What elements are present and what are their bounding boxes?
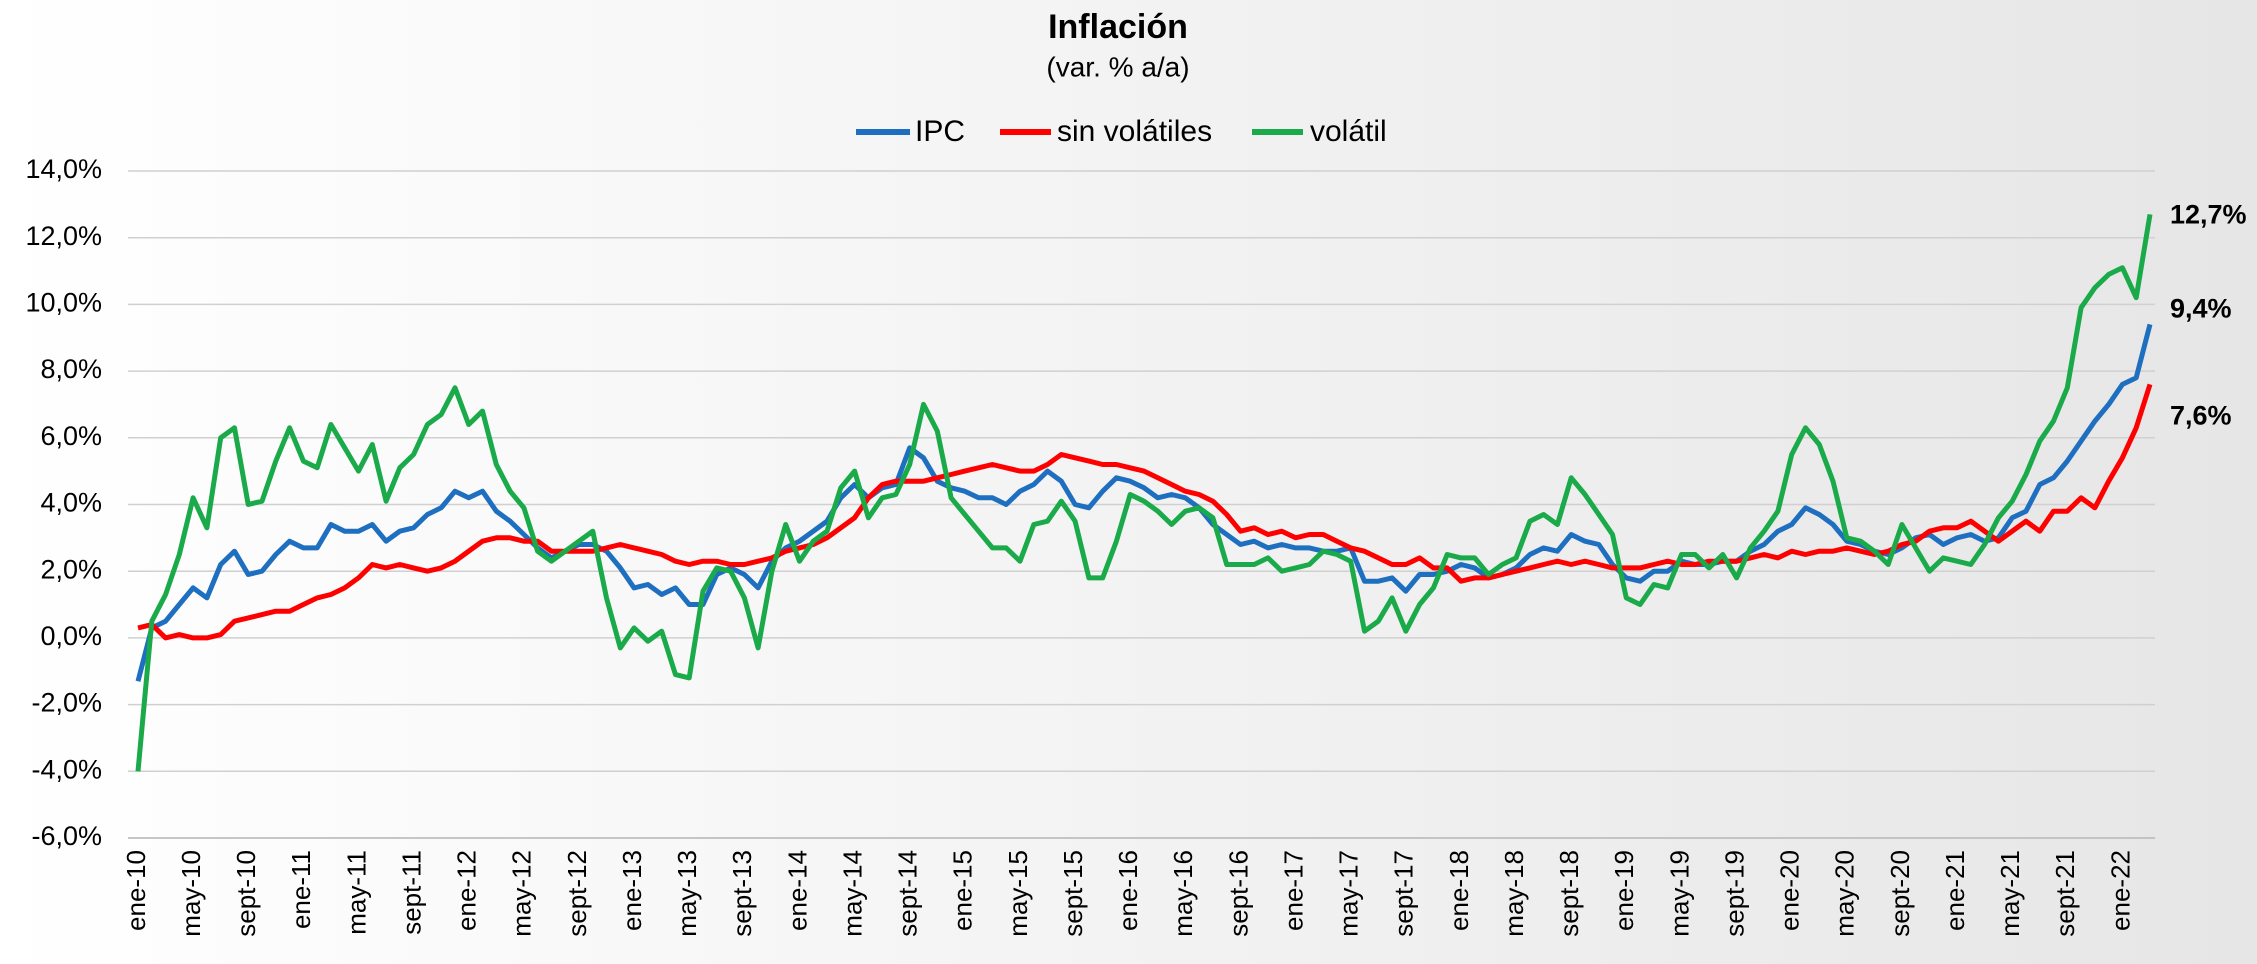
- y-tick-label: 12,0%: [25, 221, 102, 251]
- y-tick-label: 4,0%: [40, 488, 102, 518]
- y-tick-label: 6,0%: [40, 421, 102, 451]
- chart-title: Inflación: [1048, 8, 1188, 46]
- x-tick-label: may-13: [672, 850, 702, 937]
- y-tick-label: -2,0%: [31, 688, 102, 718]
- x-tick-label: may-11: [341, 850, 371, 935]
- x-tick-label: ene-14: [782, 850, 812, 931]
- x-tick-label: sept-11: [396, 850, 426, 935]
- x-tick-label: may-12: [507, 850, 537, 937]
- x-tick-label: may-17: [1334, 850, 1364, 937]
- y-tick-label: 0,0%: [40, 621, 102, 651]
- data-label: 7,6%: [2170, 401, 2232, 431]
- x-tick-label: may-10: [176, 850, 206, 937]
- x-tick-label: ene-13: [617, 850, 647, 931]
- x-tick-label: ene-11: [286, 850, 316, 929]
- x-tick-label: ene-12: [452, 850, 482, 931]
- legend-label: sin volátiles: [1057, 115, 1212, 148]
- x-tick-label: sept-13: [727, 850, 757, 937]
- x-tick-label: ene-17: [1278, 850, 1308, 931]
- x-tick-label: may-20: [1830, 850, 1860, 937]
- x-tick-label: sept-19: [1719, 850, 1749, 937]
- y-tick-label: -4,0%: [31, 754, 102, 784]
- x-tick-label: sept-12: [562, 850, 592, 937]
- legend-label: IPC: [915, 115, 965, 148]
- chart: Inflación (var. % a/a) -6,0% -4,0% -2,0% 0,…: [0, 0, 2257, 964]
- x-tick-label: ene-15: [948, 850, 978, 931]
- y-tick-label: 10,0%: [25, 288, 102, 318]
- y-tick-label: 8,0%: [40, 354, 102, 384]
- x-tick-label: ene-21: [1940, 850, 1970, 931]
- x-tick-label: sept-21: [2050, 850, 2080, 937]
- x-tick-label: sept-10: [231, 850, 261, 937]
- x-tick-label: may-21: [1995, 850, 2025, 937]
- y-tick-label: 14,0%: [25, 154, 102, 184]
- legend-label: volátil: [1310, 115, 1387, 148]
- x-tick-label: sept-20: [1885, 850, 1915, 937]
- x-tick-label: may-15: [1003, 850, 1033, 937]
- x-tick-label: sept-18: [1554, 850, 1584, 937]
- data-label: 9,4%: [2170, 294, 2232, 324]
- series-line: [138, 214, 2150, 771]
- x-tick-label: ene-18: [1444, 850, 1474, 931]
- x-tick-label: sept-14: [893, 850, 923, 937]
- x-tick-label: may-14: [837, 850, 867, 937]
- x-tick-label: may-16: [1168, 850, 1198, 937]
- x-tick-label: ene-20: [1775, 850, 1805, 931]
- chart-subtitle: (var. % a/a): [1046, 51, 1189, 82]
- x-tick-label: ene-10: [121, 850, 151, 931]
- x-tick-label: ene-19: [1609, 850, 1639, 931]
- x-tick-label: may-18: [1499, 850, 1529, 937]
- x-tick-label: sept-17: [1389, 850, 1419, 937]
- x-tick-label: sept-15: [1058, 850, 1088, 937]
- y-tick-label: -6,0%: [31, 821, 102, 851]
- x-tick-label: ene-22: [2105, 850, 2135, 931]
- x-tick-label: ene-16: [1113, 850, 1143, 931]
- y-tick-label: 2,0%: [40, 554, 102, 584]
- data-label: 12,7%: [2170, 199, 2247, 229]
- x-tick-label: sept-16: [1223, 850, 1253, 937]
- x-tick-label: may-19: [1664, 850, 1694, 937]
